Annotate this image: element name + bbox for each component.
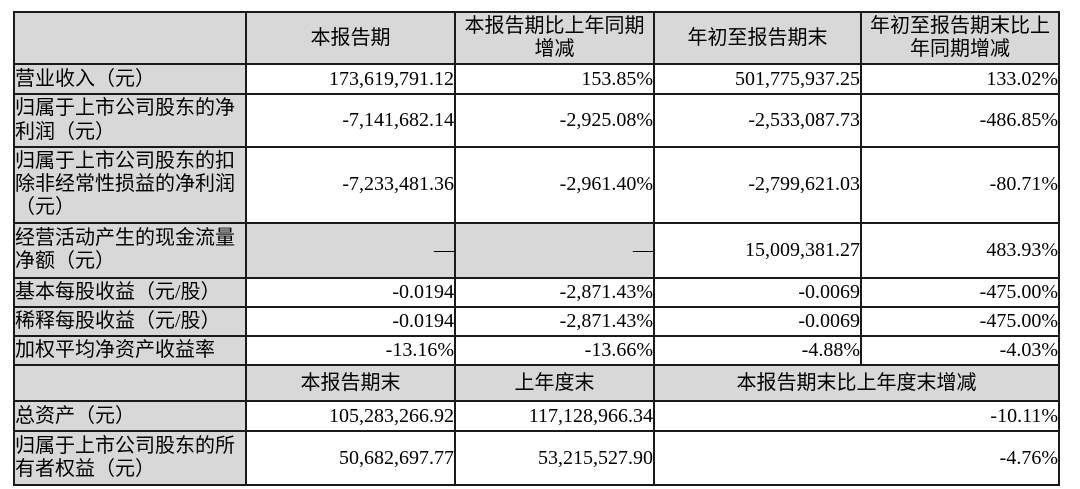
- header-current-period: 本报告期: [245, 10, 456, 66]
- cell-value: -2,925.08%: [454, 93, 655, 148]
- financial-summary-table: 本报告期 本报告期比上年同期增减 年初至报告期末 年初至报告期末比上年同期增减 …: [13, 10, 1060, 487]
- row-label: 营业收入（元）: [13, 63, 247, 96]
- cell-value: -7,141,682.14: [245, 93, 456, 148]
- cell-value: -0.0194: [245, 305, 456, 338]
- cell-value: 153.85%: [454, 63, 655, 96]
- cell-value: -0.0069: [653, 305, 862, 338]
- table-row-weighted-roe: 加权平均净资产收益率 -13.16% -13.66% -4.88% -4.03%: [13, 335, 1060, 367]
- row-label: 归属于上市公司股东的扣除非经常性损益的净利润（元）: [13, 145, 247, 224]
- cell-value: -7,233,481.36: [245, 145, 456, 224]
- table-row-diluted-eps: 稀释每股收益（元/股） -0.0194 -2,871.43% -0.0069 -…: [13, 305, 1060, 338]
- cell-value: -13.66%: [454, 335, 655, 367]
- cell-value: -2,871.43%: [454, 305, 655, 338]
- table-row-operating-cash-flow: 经营活动产生的现金流量净额（元） — — 15,009,381.27 483.9…: [13, 221, 1060, 279]
- header-ytd: 年初至报告期末: [653, 10, 862, 66]
- cell-value: 105,283,266.92: [245, 400, 456, 433]
- header-corner-cell: [13, 10, 247, 66]
- cell-value: 117,128,966.34: [454, 400, 655, 433]
- row-label: 归属于上市公司股东的所有者权益（元）: [13, 430, 247, 487]
- header-yoy-change: 本报告期比上年同期增减: [454, 10, 655, 66]
- table-row-basic-eps: 基本每股收益（元/股） -0.0194 -2,871.43% -0.0069 -…: [13, 276, 1060, 308]
- cell-value: -0.0194: [245, 276, 456, 308]
- header-change-vs-prior-year-end: 本报告期末比上年度末增减: [653, 364, 1060, 403]
- cell-value: -80.71%: [860, 145, 1060, 224]
- cell-value: -4.03%: [860, 335, 1060, 367]
- header-row-period-end: 本报告期末 上年度末 本报告期末比上年度末增减: [13, 364, 1060, 403]
- row-label: 加权平均净资产收益率: [13, 335, 247, 367]
- cell-value: -4.76%: [653, 430, 1060, 487]
- table-row-net-profit-excl-nonrecurring: 归属于上市公司股东的扣除非经常性损益的净利润（元） -7,233,481.36 …: [13, 145, 1060, 224]
- header-period-end: 本报告期末: [245, 364, 456, 403]
- cell-value: -2,871.43%: [454, 276, 655, 308]
- row-label: 总资产（元）: [13, 400, 247, 433]
- header-row-period: 本报告期 本报告期比上年同期增减 年初至报告期末 年初至报告期末比上年同期增减: [13, 10, 1060, 66]
- cell-value: 53,215,527.90: [454, 430, 655, 487]
- cell-value-empty-dash: —: [245, 221, 456, 279]
- cell-value: -4.88%: [653, 335, 862, 367]
- cell-value: -2,799,621.03: [653, 145, 862, 224]
- table-row-owners-equity: 归属于上市公司股东的所有者权益（元） 50,682,697.77 53,215,…: [13, 430, 1060, 487]
- header-ytd-yoy-change: 年初至报告期末比上年同期增减: [860, 10, 1060, 66]
- cell-value: 50,682,697.77: [245, 430, 456, 487]
- cell-value: -0.0069: [653, 276, 862, 308]
- cell-value: 133.02%: [860, 63, 1060, 96]
- cell-value: -475.00%: [860, 276, 1060, 308]
- cell-value: 173,619,791.12: [245, 63, 456, 96]
- cell-value: -486.85%: [860, 93, 1060, 148]
- row-label: 归属于上市公司股东的净利润（元）: [13, 93, 247, 148]
- cell-value: 483.93%: [860, 221, 1060, 279]
- cell-value-empty-dash: —: [454, 221, 655, 279]
- header-corner-cell: [13, 364, 247, 403]
- cell-value: -13.16%: [245, 335, 456, 367]
- cell-value: 501,775,937.25: [653, 63, 862, 96]
- table-row-revenue: 营业收入（元） 173,619,791.12 153.85% 501,775,9…: [13, 63, 1060, 96]
- table-row-net-profit: 归属于上市公司股东的净利润（元） -7,141,682.14 -2,925.08…: [13, 93, 1060, 148]
- header-prior-year-end: 上年度末: [454, 364, 655, 403]
- row-label: 经营活动产生的现金流量净额（元）: [13, 221, 247, 279]
- table-row-total-assets: 总资产（元） 105,283,266.92 117,128,966.34 -10…: [13, 400, 1060, 433]
- cell-value: -2,533,087.73: [653, 93, 862, 148]
- cell-value: -475.00%: [860, 305, 1060, 338]
- cell-value: -2,961.40%: [454, 145, 655, 224]
- row-label: 基本每股收益（元/股）: [13, 276, 247, 308]
- cell-value: 15,009,381.27: [653, 221, 862, 279]
- cell-value: -10.11%: [653, 400, 1060, 433]
- row-label: 稀释每股收益（元/股）: [13, 305, 247, 338]
